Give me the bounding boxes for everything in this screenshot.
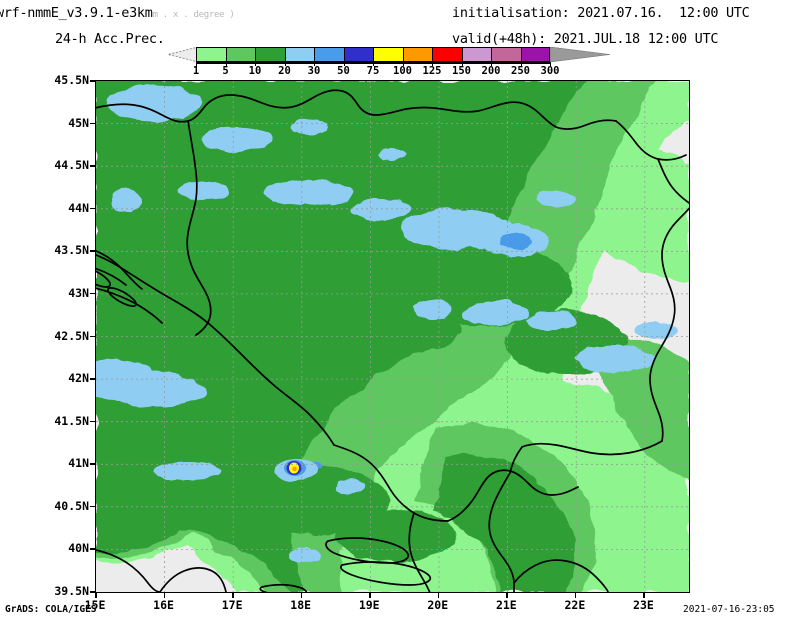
colorbar-label-20: 20 <box>278 65 291 77</box>
latitude-tick-41.5N <box>90 420 95 423</box>
longitude-tick-18E <box>300 593 303 598</box>
latitude-tick-41N <box>90 463 95 465</box>
colorbar-label-1: 1 <box>192 65 200 77</box>
colorbar-band-10 <box>491 47 521 62</box>
longitude-label-17E: 17E <box>221 598 243 612</box>
latitude-label-43N: 43N <box>68 285 89 300</box>
colorbar-band-1 <box>225 47 255 62</box>
colorbar-under-arrow-icon <box>168 47 198 62</box>
colorbar-tick-50 <box>343 62 345 66</box>
latitude-tick-42N <box>90 378 95 380</box>
colorbar-bands <box>196 47 550 62</box>
colorbar-label-250: 250 <box>511 65 530 77</box>
longitude-tick-22E <box>574 593 577 598</box>
latitude-label-45.5N: 45.5N <box>54 73 89 87</box>
colorbar-tick-75 <box>373 62 374 66</box>
latitude-tick-40N <box>90 548 95 550</box>
latitude-tick-44.5N <box>90 165 95 167</box>
model-name-label: wrf-nmmE_v3.9.1-e3kmm . x . degree ) <box>0 5 235 21</box>
latitude-tick-42.5N <box>90 335 95 337</box>
longitude-tick-15E <box>95 593 97 598</box>
valid-time-label: valid(+48h): 2021.JUL.18 12:00 UTC <box>452 31 719 47</box>
colorbar-label-125: 125 <box>422 65 442 77</box>
latitude-label-44N: 44N <box>68 200 89 215</box>
latitude-label-44.5N: 44.5N <box>54 158 89 173</box>
latitude-tick-43N <box>90 292 95 295</box>
longitude-label-22E: 22E <box>564 598 586 612</box>
longitude-label-18E: 18E <box>290 598 312 612</box>
latitude-tick-39.5N <box>90 591 95 593</box>
colorbar-label-75: 75 <box>366 65 380 77</box>
longitude-label-15E: 15E <box>84 598 106 612</box>
colorbar-band-5 <box>343 47 373 62</box>
map-gridlines <box>96 81 689 592</box>
latitude-tick-43.5N <box>90 250 95 252</box>
colorbar-band-11 <box>520 47 550 62</box>
longitude-tick-16E <box>163 593 166 598</box>
latitude-label-41.5N: 41.5N <box>54 413 89 428</box>
latitude-label-39.5N: 39.5N <box>54 584 89 598</box>
longitude-label-16E: 16E <box>153 598 174 612</box>
model-name-units-note: m . x . degree ) <box>152 10 235 20</box>
precipitation-map <box>96 81 689 592</box>
latitude-label-42N: 42N <box>68 371 89 386</box>
colorbar-band-0 <box>196 47 226 62</box>
latitude-label-43.5N: 43.5N <box>54 243 89 258</box>
colorbar-label-30: 30 <box>307 65 321 77</box>
colorbar-band-4 <box>314 47 344 62</box>
longitude-label-21E: 21E <box>495 598 517 612</box>
colorbar: 1 5 10 20 30 50 75 100 125 150 200 250 300 <box>168 47 610 77</box>
colorbar-label-50: 50 <box>337 65 350 77</box>
colorbar-label-100: 100 <box>393 65 412 77</box>
latitude-label-40N: 40N <box>68 541 89 556</box>
colorbar-tick-300 <box>550 62 551 66</box>
longitude-tick-19E <box>369 593 371 598</box>
longitude-label-23E: 23E <box>633 598 654 612</box>
latitude-label-41N: 41N <box>68 456 89 471</box>
colorbar-tick-20 <box>284 62 286 66</box>
grads-credit-label: GrADS: COLA/IGES <box>5 604 97 615</box>
colorbar-tick-10 <box>255 62 256 66</box>
colorbar-label-300: 300 <box>540 65 560 77</box>
coastlines-and-borders <box>96 89 689 592</box>
longitude-label-19E: 19E <box>358 598 380 612</box>
colorbar-tick-1 <box>196 62 197 66</box>
colorbar-band-9 <box>461 47 491 62</box>
longitude-tick-17E <box>232 593 234 598</box>
latitude-tick-40.5N <box>90 505 95 508</box>
colorbar-band-6 <box>373 47 403 62</box>
colorbar-label-150: 150 <box>452 65 471 77</box>
colorbar-tick-5 <box>225 62 227 66</box>
colorbar-tick-150 <box>461 62 463 66</box>
colorbar-label-200: 200 <box>481 65 501 77</box>
colorbar-tick-30 <box>314 62 315 66</box>
map-plot-area[interactable] <box>95 80 690 593</box>
field-name-label: 24-h Acc.Prec. <box>55 31 165 47</box>
latitude-label-42.5N: 42.5N <box>54 328 89 343</box>
precip-maximum-core <box>276 459 318 479</box>
colorbar-band-8 <box>432 47 462 62</box>
latitude-label-45N: 45N <box>68 115 89 130</box>
colorbar-tick-200 <box>491 62 492 66</box>
latitude-label-40.5N: 40.5N <box>54 498 89 513</box>
colorbar-tick-100 <box>402 62 404 66</box>
longitude-tick-23E <box>643 593 645 598</box>
colorbar-band-7 <box>402 47 432 62</box>
colorbar-band-2 <box>255 47 285 62</box>
initialisation-label: initialisation: 2021.07.16. 12:00 UTC <box>452 5 750 21</box>
longitude-tick-21E <box>506 593 508 598</box>
longitude-tick-20E <box>437 593 440 598</box>
colorbar-over-arrow-icon <box>550 47 610 62</box>
colorbar-tick-125 <box>432 62 433 66</box>
colorbar-label-10: 10 <box>248 65 262 77</box>
latitude-tick-45.5N <box>90 80 95 82</box>
latitude-tick-45N <box>90 122 95 125</box>
generation-timestamp-label: 2021-07-16-23:05 <box>683 604 775 615</box>
latitude-tick-44N <box>90 207 95 210</box>
colorbar-band-3 <box>284 47 314 62</box>
longitude-label-20E: 20E <box>427 598 449 612</box>
colorbar-tick-250 <box>520 62 522 66</box>
colorbar-label-5: 5 <box>222 65 229 77</box>
